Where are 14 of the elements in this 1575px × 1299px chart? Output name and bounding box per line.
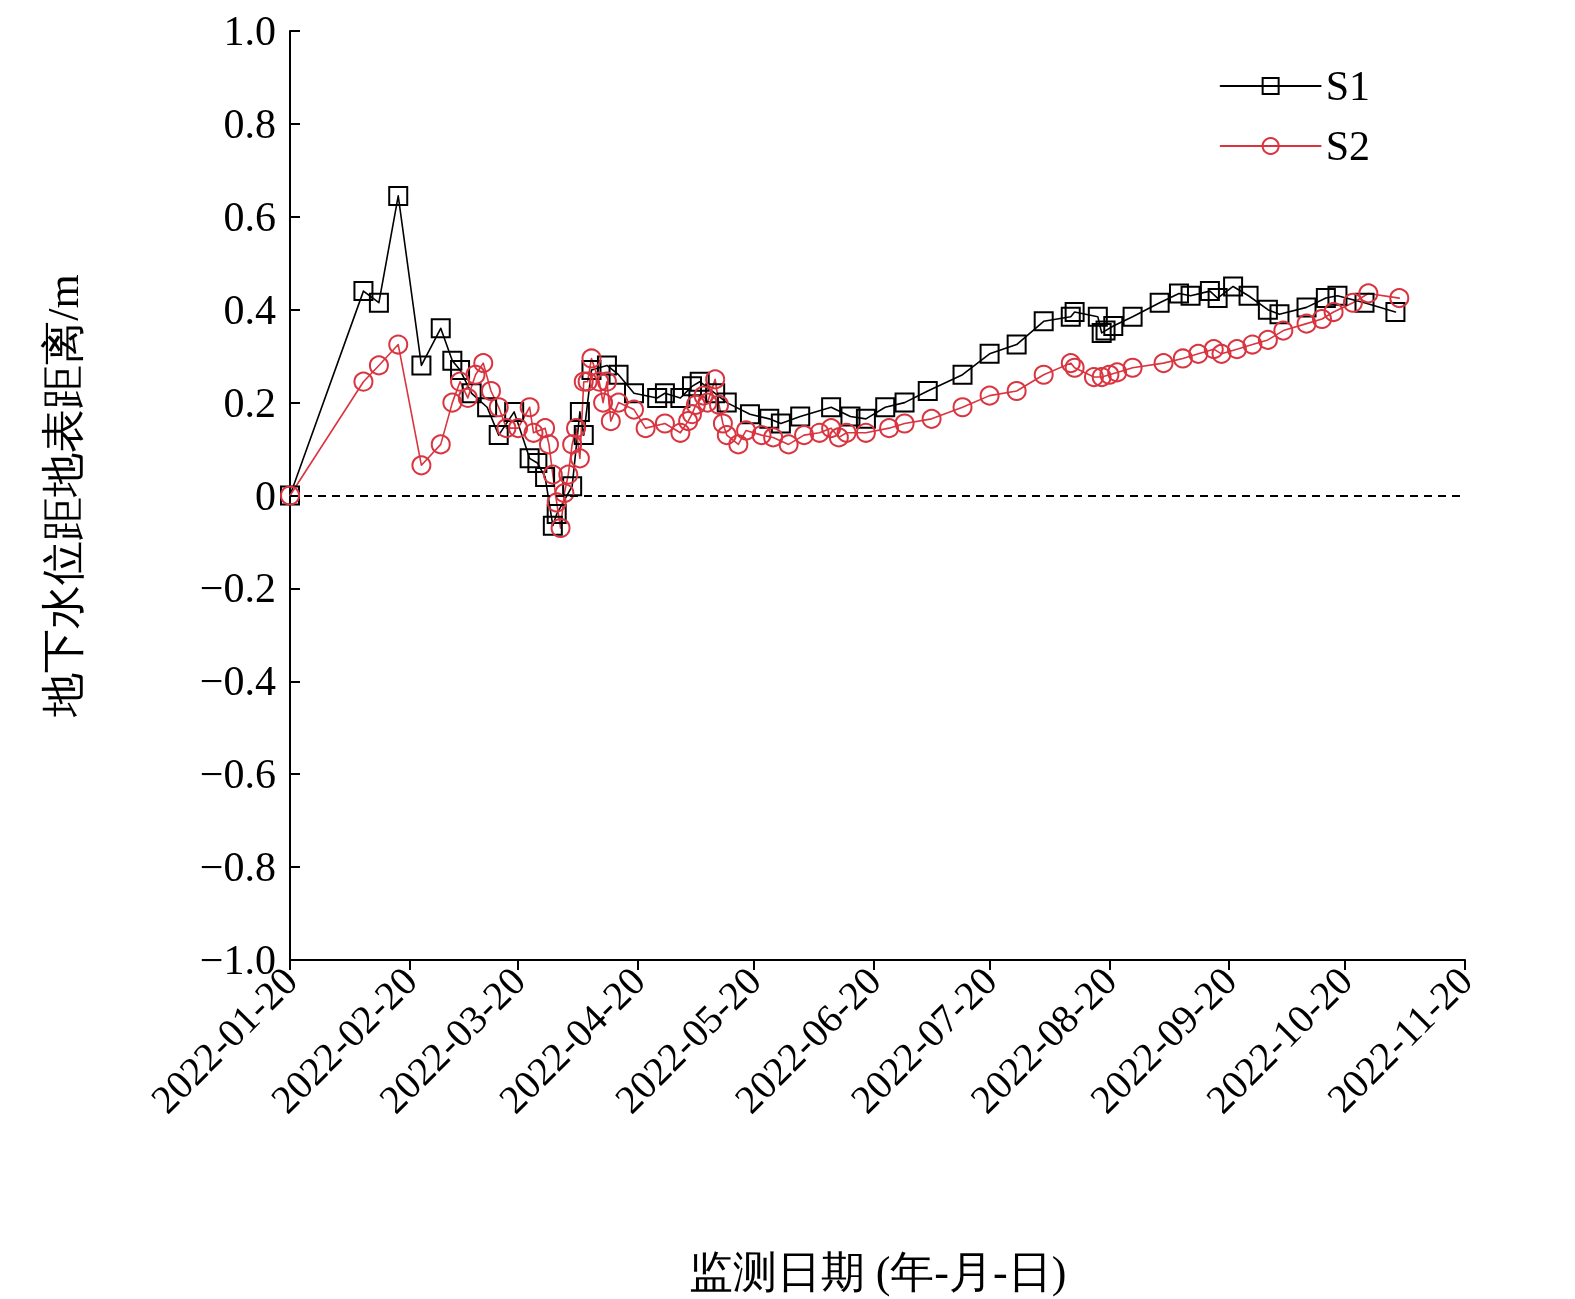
- legend-label: S1: [1325, 63, 1370, 109]
- x-axis-title: 监测日期 (年-月-日): [688, 1247, 1067, 1297]
- y-tick-label: 0.6: [223, 193, 276, 240]
- y-tick-label: −0.6: [199, 751, 276, 798]
- y-tick-label: 0.8: [223, 100, 276, 147]
- y-tick-label: −0.4: [199, 658, 276, 705]
- y-axis-title: 地下水位距地表距离/m: [38, 274, 88, 718]
- y-tick-label: 0: [255, 472, 276, 519]
- legend-label: S2: [1325, 123, 1370, 169]
- y-tick-label: −0.2: [199, 565, 276, 612]
- y-tick-label: 0.2: [223, 379, 276, 426]
- y-tick-label: −0.8: [199, 844, 276, 891]
- y-tick-label: 1.0: [223, 8, 276, 54]
- y-tick-label: 0.4: [223, 286, 276, 333]
